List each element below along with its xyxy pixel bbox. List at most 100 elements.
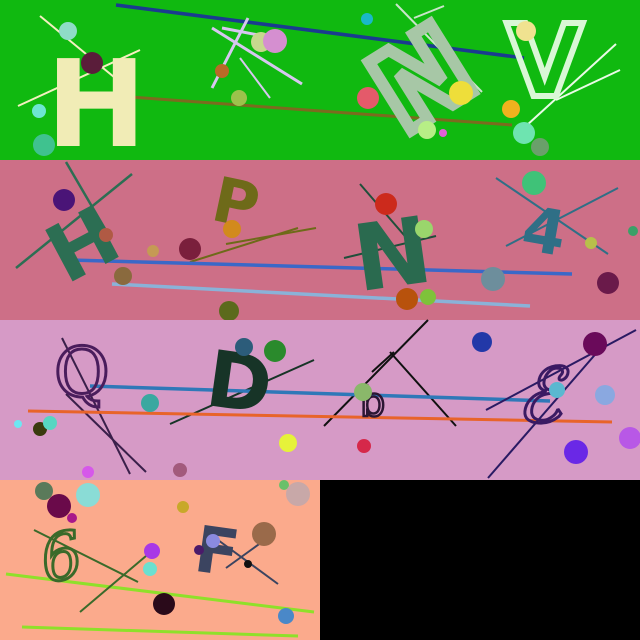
scribble-line: [395, 3, 483, 93]
dot: [502, 100, 520, 118]
dot: [173, 463, 187, 477]
dot: [14, 420, 22, 428]
dot: [263, 29, 287, 53]
dot: [531, 138, 549, 156]
dot: [53, 189, 75, 211]
glyph-q: Q: [54, 334, 110, 413]
scribble-line: [39, 15, 121, 83]
dot: [619, 427, 640, 449]
dot: [147, 245, 159, 257]
dot: [32, 104, 46, 118]
dot: [278, 608, 294, 624]
dot: [143, 562, 157, 576]
dot: [264, 340, 286, 362]
scribble-line: [525, 43, 617, 127]
dot: [33, 134, 55, 156]
dot: [420, 289, 436, 305]
dot: [564, 440, 588, 464]
scribble-line: [27, 409, 613, 424]
dot: [59, 22, 77, 40]
scribble-line: [505, 187, 619, 247]
dot: [585, 237, 597, 249]
dot: [418, 121, 436, 139]
dot: [67, 513, 77, 523]
dot: [177, 501, 189, 513]
panel-peach: 6 F: [0, 480, 320, 640]
scribble-line: [61, 337, 131, 475]
scribble-line: [487, 341, 607, 479]
scribble-line: [323, 319, 429, 427]
dot: [223, 220, 241, 238]
panel-green: H N V: [0, 0, 640, 175]
dot: [244, 560, 252, 568]
dot: [219, 301, 239, 321]
scribble-line: [15, 173, 133, 269]
panel-rose: H P N 4: [0, 160, 640, 321]
scribble-line: [485, 329, 637, 411]
dot: [35, 482, 53, 500]
dot: [114, 267, 132, 285]
scribble-line: [389, 351, 457, 427]
dot: [206, 534, 220, 548]
glyph-v: V: [506, 3, 583, 120]
scribble-line: [79, 555, 147, 613]
dot: [357, 439, 371, 453]
scribble-line: [225, 227, 317, 245]
dot: [76, 483, 100, 507]
panel-lilac: Q D b ℰ: [0, 319, 640, 480]
scribble-line: [65, 393, 147, 473]
dot: [472, 332, 492, 352]
dot: [99, 228, 113, 242]
dot: [43, 416, 57, 430]
dot: [252, 522, 276, 546]
dot: [354, 383, 372, 401]
dot: [153, 593, 175, 615]
scribble-line: [21, 625, 299, 638]
dot: [47, 494, 71, 518]
dot: [81, 52, 103, 74]
dot: [231, 90, 247, 106]
scribble-line: [211, 26, 303, 86]
dot: [361, 13, 373, 25]
dot: [194, 545, 204, 555]
dot: [141, 394, 159, 412]
scribble-line: [33, 529, 139, 583]
dot: [583, 332, 607, 356]
dot: [235, 338, 253, 356]
empty-quadrant: [320, 480, 640, 640]
scribble-line: [64, 161, 110, 235]
dot: [286, 482, 310, 506]
dot: [595, 385, 615, 405]
scribble-line: [555, 69, 621, 101]
scribble-line: [225, 541, 263, 569]
scribble-line: [343, 235, 437, 259]
dot: [279, 434, 297, 452]
dot: [396, 288, 418, 310]
dot: [628, 226, 638, 236]
dot: [481, 267, 505, 291]
dot: [179, 238, 201, 260]
scribble-line: [5, 572, 315, 614]
dot: [513, 122, 535, 144]
scribble-line: [17, 49, 141, 107]
scribble-line: [89, 384, 551, 403]
dot: [449, 81, 473, 105]
scribble-line: [111, 282, 531, 308]
dot: [415, 220, 433, 238]
dot: [82, 466, 94, 478]
dot: [516, 21, 536, 41]
dot: [375, 193, 397, 215]
dot: [522, 171, 546, 195]
dot: [215, 64, 229, 78]
scribble-line: [371, 351, 395, 373]
dot: [439, 129, 447, 137]
dot: [597, 272, 619, 294]
dot: [279, 480, 289, 490]
scribble-line: [115, 3, 525, 60]
dot: [144, 543, 160, 559]
scribble-line: [413, 5, 445, 19]
dot: [549, 382, 565, 398]
scribble-line: [115, 94, 513, 127]
